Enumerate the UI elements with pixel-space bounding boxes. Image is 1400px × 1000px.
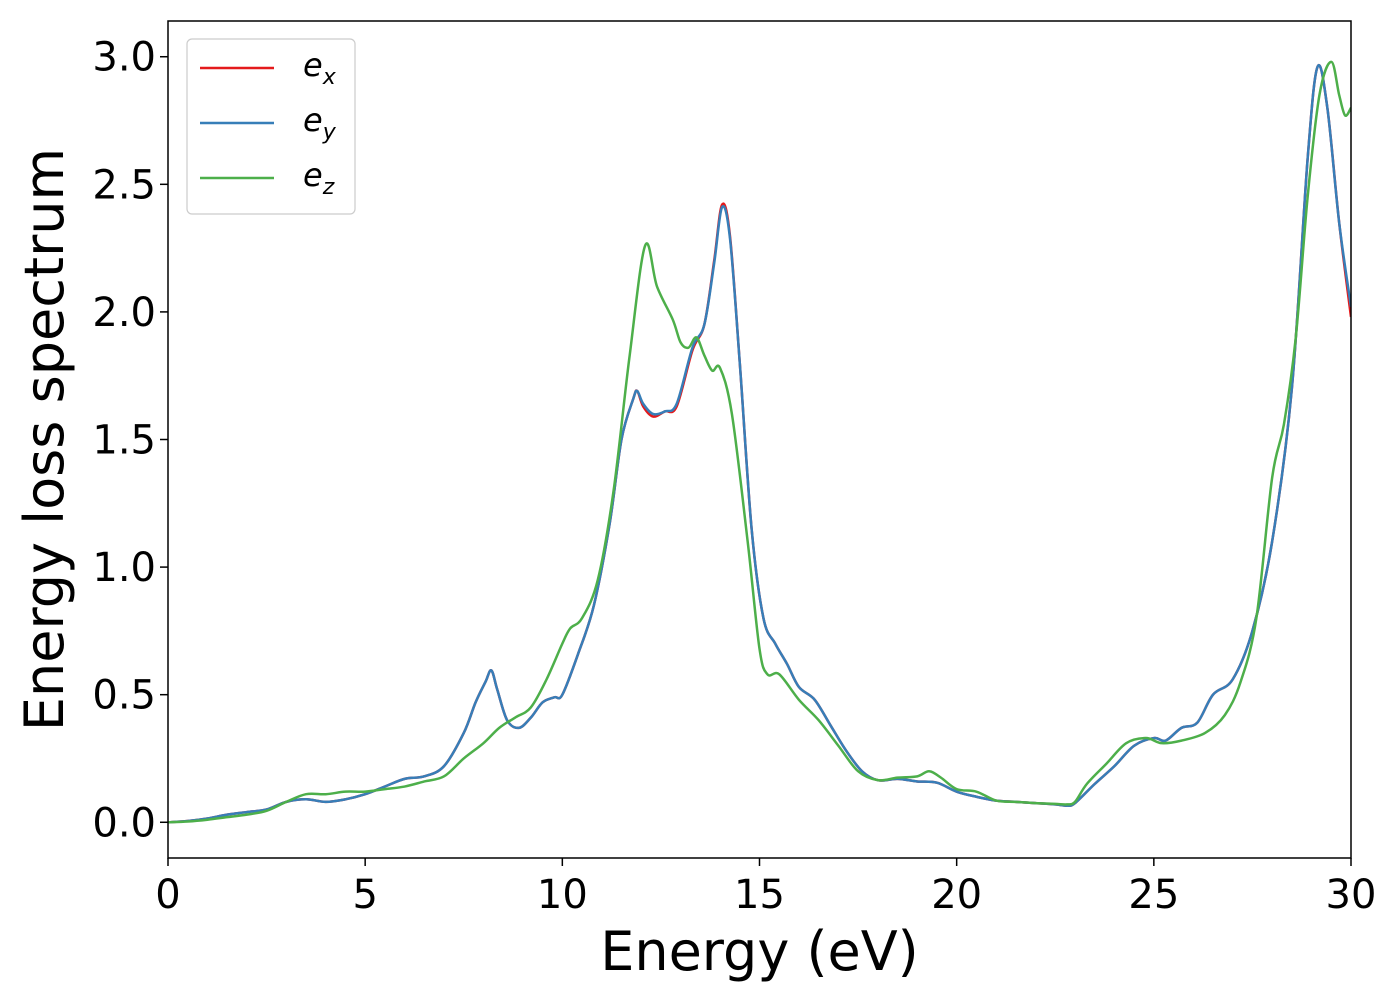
y-tick-label: 0.5 — [92, 673, 156, 719]
y-tick-label: 2.5 — [92, 162, 156, 208]
x-axis-title: Energy (eV) — [600, 920, 919, 983]
x-tick-label: 0 — [155, 872, 180, 918]
legend-label-e-y: ey — [303, 101, 337, 145]
legend-box — [186, 38, 356, 215]
y-tick-label: 3.0 — [92, 35, 156, 81]
x-axis-ticks: 0 5 10 15 20 25 30 — [155, 858, 1376, 918]
x-tick-label: 5 — [352, 872, 377, 918]
y-tick-label: 2.0 — [92, 290, 156, 336]
x-tick-label: 15 — [734, 872, 785, 918]
legend: ex ey ez — [186, 38, 356, 215]
x-tick-label: 25 — [1128, 872, 1179, 918]
series-line-e-z — [168, 60, 1351, 824]
y-tick-label: 1.5 — [92, 418, 156, 464]
y-axis-ticks: 0.0 0.5 1.0 1.5 2.0 2.5 3.0 — [92, 35, 168, 846]
x-tick-label: 10 — [537, 872, 588, 918]
x-tick-label: 20 — [931, 872, 982, 918]
legend-label-e-z: ez — [303, 156, 335, 200]
y-tick-label: 1.0 — [92, 545, 156, 591]
y-tick-label: 0.0 — [92, 800, 156, 846]
legend-label-e-x: ex — [303, 46, 337, 90]
plot-lines — [168, 60, 1351, 824]
x-tick-label: 30 — [1326, 872, 1377, 918]
series-line-e-y — [168, 63, 1351, 824]
y-axis-title: Energy loss spectrum — [13, 148, 76, 731]
plot-frame — [167, 20, 1352, 859]
